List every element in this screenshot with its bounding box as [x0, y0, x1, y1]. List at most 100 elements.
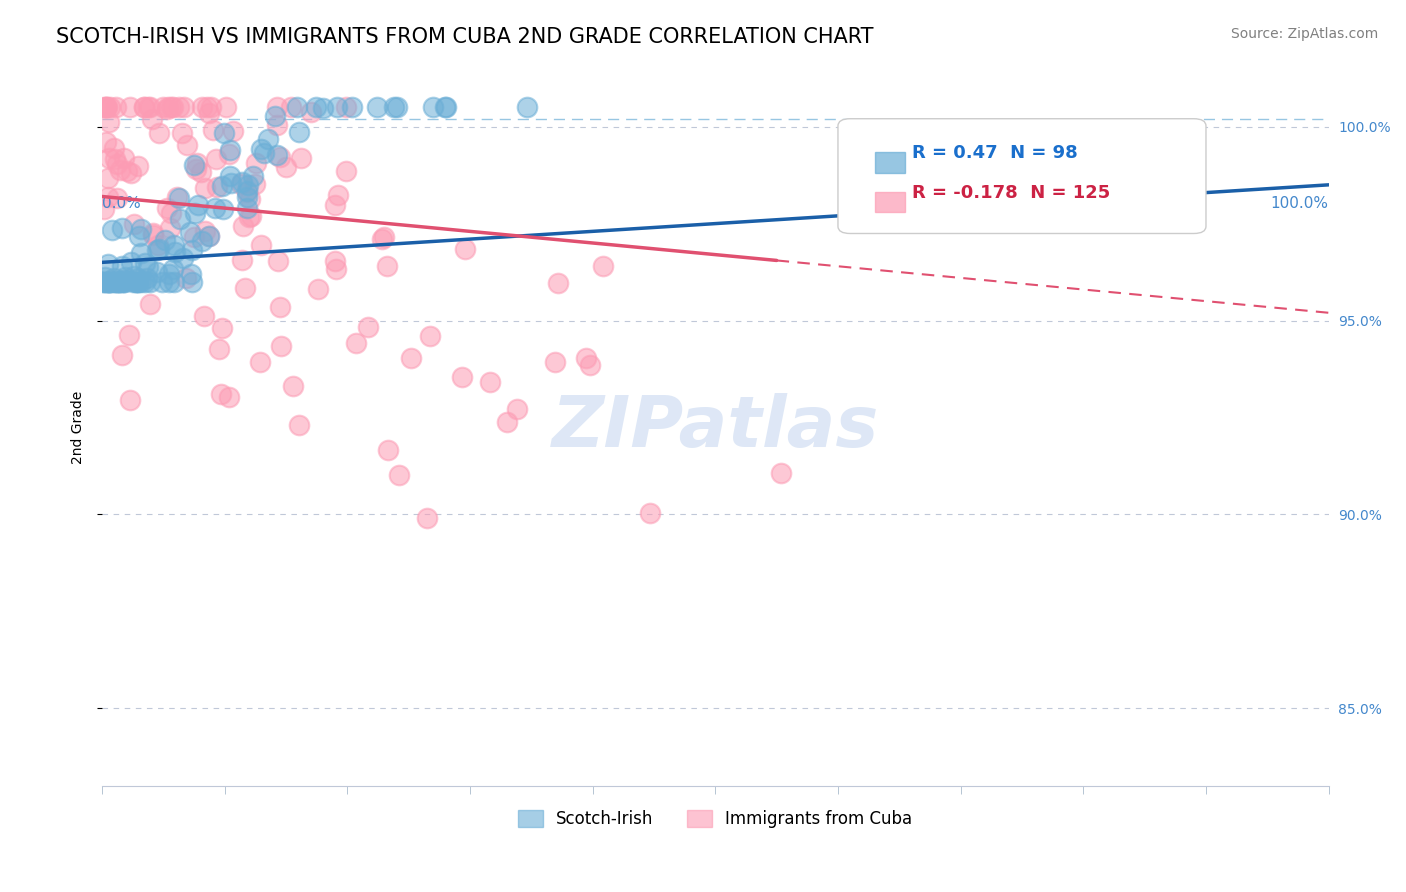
Point [218, 146, 240, 161]
Point [93, 202, 115, 216]
Point [169, 100, 191, 114]
Point [118, 327, 141, 342]
Point [219, 169, 242, 183]
Point [150, 275, 173, 289]
Point [94, 100, 117, 114]
Point [135, 271, 157, 285]
Point [112, 275, 135, 289]
Point [266, 148, 288, 162]
Point [357, 319, 380, 334]
Point [256, 132, 278, 146]
Point [312, 101, 335, 115]
Point [194, 224, 217, 238]
Point [285, 100, 308, 114]
Point [190, 234, 212, 248]
Point [323, 254, 346, 268]
Point [186, 162, 208, 177]
Point [97, 114, 120, 128]
Point [208, 342, 231, 356]
Point [202, 123, 225, 137]
Point [172, 251, 194, 265]
Point [387, 100, 409, 114]
Point [97, 170, 120, 185]
FancyBboxPatch shape [838, 119, 1206, 234]
Point [162, 100, 184, 114]
Text: 100.0%: 100.0% [1271, 196, 1329, 211]
Point [264, 109, 287, 123]
Point [134, 100, 156, 114]
Point [129, 245, 152, 260]
Point [222, 124, 245, 138]
Point [419, 329, 441, 343]
Point [174, 271, 197, 285]
Point [173, 100, 195, 114]
Point [249, 355, 271, 369]
Point [186, 156, 208, 170]
Point [266, 119, 288, 133]
Point [181, 243, 204, 257]
Point [335, 163, 357, 178]
Point [115, 164, 138, 178]
Point [375, 259, 398, 273]
Point [388, 467, 411, 482]
Point [235, 281, 257, 295]
Point [575, 351, 598, 366]
Point [231, 175, 253, 189]
FancyBboxPatch shape [875, 153, 905, 172]
Point [142, 227, 165, 242]
Point [96, 100, 118, 114]
Point [305, 100, 328, 114]
Point [148, 242, 170, 256]
Point [231, 178, 253, 192]
Point [96, 275, 118, 289]
Point [205, 180, 228, 194]
Text: Source: ZipAtlas.com: Source: ZipAtlas.com [1230, 27, 1378, 41]
Point [98, 100, 121, 114]
Point [346, 336, 368, 351]
Point [236, 201, 259, 215]
Point [103, 275, 125, 289]
Point [127, 159, 149, 173]
Point [280, 100, 302, 114]
Point [97, 258, 120, 272]
Point [93, 100, 115, 114]
Point [290, 151, 312, 165]
Point [243, 177, 266, 191]
Point [134, 275, 156, 289]
Point [578, 358, 600, 372]
Text: 0.0%: 0.0% [101, 196, 141, 211]
Point [377, 443, 399, 458]
Point [209, 387, 232, 401]
Point [93, 275, 115, 289]
Text: R = 0.47  N = 98: R = 0.47 N = 98 [911, 145, 1077, 162]
Point [141, 112, 163, 126]
Point [219, 143, 242, 157]
Point [127, 271, 149, 285]
Point [94, 270, 117, 285]
Point [157, 267, 180, 281]
Point [638, 506, 661, 520]
Point [544, 354, 567, 368]
Point [156, 100, 179, 114]
Point [112, 275, 135, 289]
Point [105, 156, 128, 170]
Point [288, 417, 311, 432]
Point [253, 145, 276, 160]
Point [326, 187, 349, 202]
Point [148, 126, 170, 140]
Point [190, 165, 212, 179]
Point [152, 100, 174, 114]
Point [184, 206, 207, 220]
Point [98, 275, 121, 289]
FancyBboxPatch shape [875, 192, 905, 212]
Point [97, 275, 120, 289]
Point [235, 190, 257, 204]
Point [131, 275, 153, 289]
Point [249, 237, 271, 252]
Text: ZIPatlas: ZIPatlas [551, 392, 879, 462]
Legend: Scotch-Irish, Immigrants from Cuba: Scotch-Irish, Immigrants from Cuba [512, 804, 920, 835]
Point [111, 259, 134, 273]
Point [371, 232, 394, 246]
Point [232, 219, 254, 233]
Point [111, 221, 134, 235]
